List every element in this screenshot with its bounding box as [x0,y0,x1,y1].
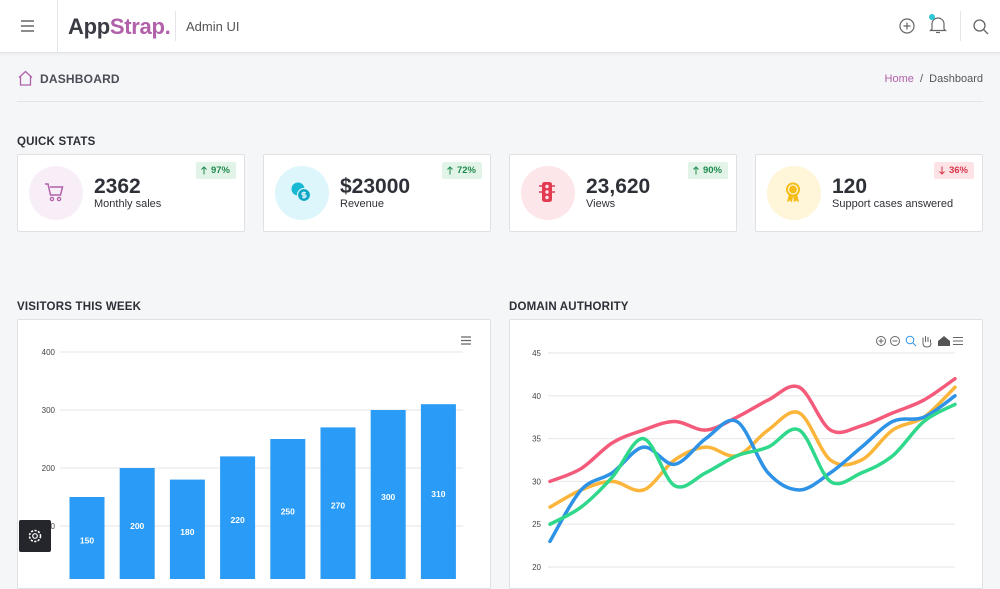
arrow [201,166,207,175]
stat-value: 2362 [94,175,141,198]
stat-card: 2362 Monthly sales 97% [17,154,245,232]
data-label: 200 [130,521,144,531]
top-bar: AppStrap. Admin UI [0,0,1000,53]
home-icon [18,70,33,86]
section-title: QUICK STATS [17,136,96,148]
stat-card: 120 Support cases answered 36% [755,154,983,232]
stat-icon [521,166,575,220]
section-title: DOMAIN AUTHORITY [509,301,629,313]
stat-card: 23,620 Views 90% [509,154,737,232]
change-badge: 90% [687,162,728,179]
settings-icon [28,529,42,543]
y-tick-label: 20 [532,563,541,572]
data-label: 270 [331,501,345,511]
breadcrumb: Home / Dashboard [884,73,983,85]
data-label: 220 [231,515,245,525]
chart-card: 20 25 30 35 40 45 [509,319,983,589]
divider [17,101,983,102]
line-series [548,376,957,484]
chart-toolbar[interactable] [876,335,964,348]
icon [786,182,800,203]
brand-accent: Strap. [109,14,171,39]
change-value: 90% [702,165,722,176]
chart-card: 100200300400150200180220250270300310 [17,319,491,589]
y-tick-label: 40 [532,392,541,401]
stat-icon [275,166,329,220]
bar [420,404,456,579]
stat-card: $23000 Revenue 72% [263,154,491,232]
stat-icon [767,166,821,220]
change-badge: 72% [441,162,482,179]
divider [960,11,961,41]
y-tick-label: 35 [532,435,541,444]
divider [175,11,176,41]
data-label: 180 [180,527,194,537]
data-label: 300 [381,492,395,502]
bar [320,427,356,579]
line-chart: 20 25 30 35 40 45 [532,335,964,572]
y-tick-label: 300 [42,406,56,415]
data-label: 150 [80,536,94,546]
bar [119,468,155,579]
chart-menu[interactable] [461,336,471,345]
brand-primary: App [68,14,110,39]
change-value: 36% [948,165,968,176]
y-tick-label: 200 [42,464,56,473]
stat-label: Revenue [340,198,385,210]
bar-chart: 100200300400150200180220250270300310 [42,336,471,579]
bar [169,479,205,579]
stat-value: 23,620 [586,175,651,198]
bar [220,456,256,579]
notifications-button[interactable] [928,13,948,35]
change-value: 97% [210,165,230,176]
stat-icon [29,166,83,220]
y-tick-label: 45 [532,349,541,358]
stat-label: Views [586,198,616,210]
section-title: VISITORS THIS WEEK [17,301,142,313]
arrow [693,166,699,175]
change-badge: 36% [933,162,974,179]
bar [270,439,306,579]
menu-button[interactable] [21,20,35,32]
y-tick-label: 25 [532,520,541,529]
divider [57,0,58,52]
y-tick-label: 400 [42,348,56,357]
change-badge: 97% [195,162,236,179]
data-label: 250 [281,507,295,517]
breadcrumb-current: Dashboard [929,73,983,85]
settings-button[interactable] [19,520,51,552]
stat-value: $23000 [340,175,411,198]
page-title: DASHBOARD [40,72,120,86]
subtitle: Admin UI [186,19,240,34]
data-label: 310 [431,489,445,499]
stat-label: Support cases answered [832,198,954,210]
stat-label: Monthly sales [94,198,162,210]
arrow [939,166,945,175]
icon [539,182,555,202]
stat-value: 120 [832,175,868,198]
line-series [548,394,957,544]
breadcrumb-link[interactable]: Home [884,73,914,85]
bar [370,410,406,579]
line-series [548,402,957,526]
brand[interactable]: AppStrap. [68,14,171,40]
icon [45,183,64,202]
y-tick-label: 30 [532,477,541,486]
search-button[interactable] [973,19,989,35]
bar [69,497,105,579]
add-button[interactable] [899,18,915,34]
icon [291,182,312,203]
arrow [447,166,453,175]
change-value: 72% [456,165,476,176]
